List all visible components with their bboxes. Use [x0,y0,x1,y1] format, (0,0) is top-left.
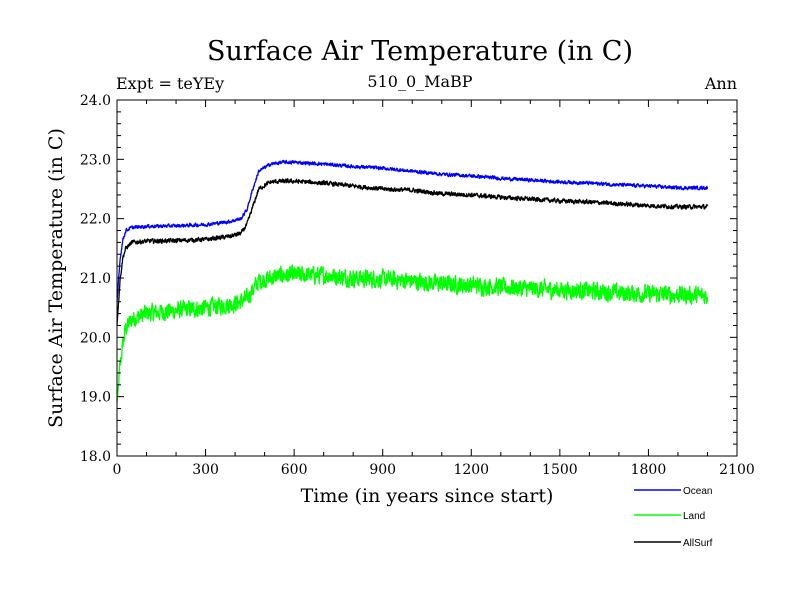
x-tick-label: 2100 [719,462,755,478]
y-tick-label: 19.0 [80,390,111,406]
chart-title: Surface Air Temperature (in C) [207,36,633,67]
y-tick-label: 18.0 [80,449,111,465]
y-tick-label: 20.0 [80,330,111,346]
series-line-allsurf [116,178,709,326]
series-line-ocean [116,159,709,302]
x-tick-label: 600 [281,462,308,478]
plot-frame [116,99,738,457]
y-tick-label: 24.0 [80,93,111,109]
season-label: Ann [704,74,737,93]
legend-label-land: Land [683,511,705,522]
expt-label: Expt = teYEy [116,74,224,93]
x-tick-label: 1200 [453,462,489,478]
x-tick-label: 0 [113,462,122,478]
y-tick-label: 23.0 [80,152,111,168]
series-line-land [116,264,709,403]
legend-label-allsurf: AllSurf [683,538,713,549]
x-axis-label: Time (in years since start) [301,485,554,507]
y-axis-label: Surface Air Temperature (in C) [45,128,67,428]
x-tick-label: 300 [192,462,219,478]
x-tick-label: 1800 [631,462,667,478]
series-layer [116,159,709,403]
x-tick-label: 900 [369,462,396,478]
legend: Ocean Land AllSurf [634,486,713,549]
y-tick-label: 22.0 [80,212,111,228]
x-tick-label: 1500 [542,462,578,478]
chart-subtitle: 510_0_MaBP [367,72,472,91]
y-tick-label: 21.0 [80,271,111,287]
ticks-layer: 0 300 600 900 1200 1500 1800 2100 18.0 19.0 20.0 21… [80,93,755,478]
legend-label-ocean: Ocean [683,486,712,497]
